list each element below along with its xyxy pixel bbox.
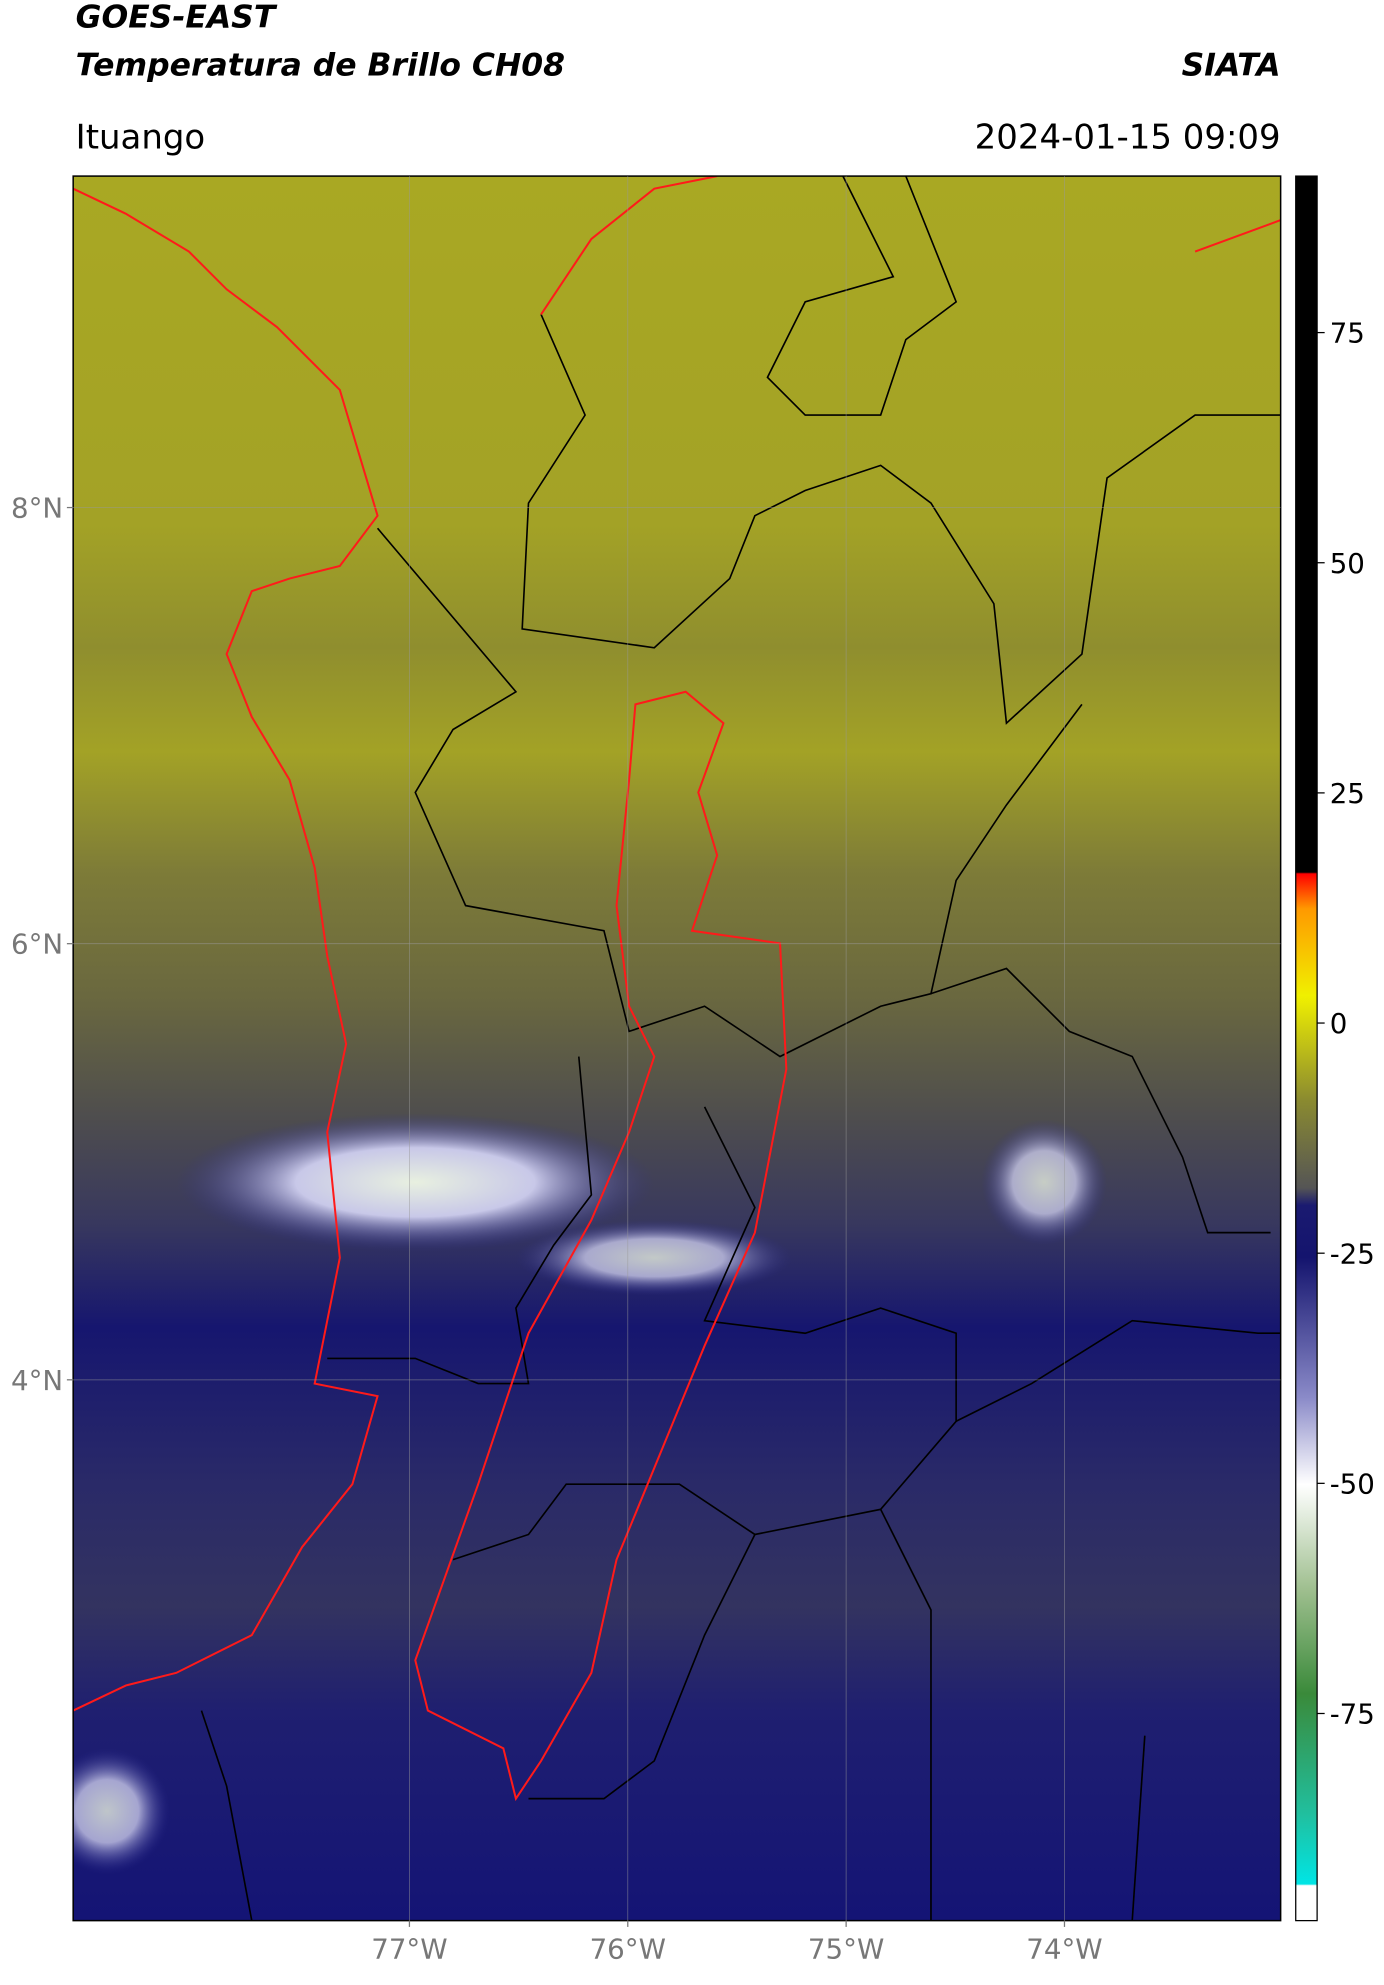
- lon-tick-label: 77°W: [371, 1932, 447, 1965]
- colorbar-tick-label: -50: [1330, 1467, 1375, 1500]
- region-label: Ituango: [76, 117, 206, 157]
- lon-tick-label: 75°W: [808, 1932, 884, 1965]
- cloud-band: [515, 1220, 793, 1296]
- lat-tick-label: 8°N: [11, 492, 63, 525]
- agency-title: SIATA: [1182, 47, 1281, 83]
- colorbar-tick-label: 25: [1330, 777, 1365, 810]
- satellite-title: GOES-EAST: [76, 0, 278, 36]
- colorbar: [1295, 175, 1318, 1922]
- lon-tick-label: 74°W: [1026, 1932, 1102, 1965]
- product-title: Temperatura de Brillo CH08: [76, 47, 565, 83]
- colorbar-tick-label: 50: [1330, 547, 1365, 580]
- colorbar-tick-label: -75: [1330, 1698, 1375, 1731]
- brightness-field: [73, 176, 1281, 1921]
- lon-tick-label: 76°W: [590, 1932, 666, 1965]
- cloud-east: [981, 1119, 1108, 1246]
- lat-tick-label: 6°N: [11, 928, 63, 961]
- map-frame: [72, 175, 1282, 1922]
- department-borders: [200, 176, 1281, 1921]
- colorbar-tick-label: 75: [1330, 317, 1365, 350]
- colorbar-tick-label: 0: [1330, 1007, 1348, 1040]
- cloud-core: [176, 1113, 655, 1252]
- map-area: [73, 176, 1281, 1921]
- datetime-label: 2024-01-15 09:09: [975, 117, 1281, 157]
- coast-and-basin: [73, 176, 1281, 1802]
- lat-tick-label: 4°N: [11, 1364, 63, 1397]
- cloud-sw: [73, 1748, 171, 1875]
- colorbar-tick-label: -25: [1330, 1237, 1375, 1270]
